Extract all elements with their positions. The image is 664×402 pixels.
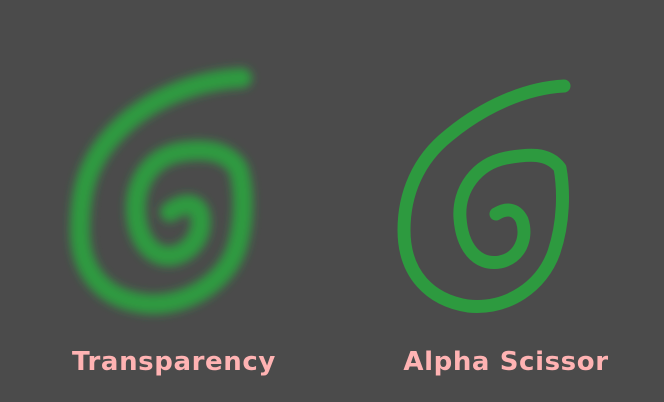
spiral-path (397, 79, 571, 313)
alpha-scissor-label: Alpha Scissor (403, 347, 609, 377)
spiral-icon (397, 79, 571, 313)
spiral-path (70, 68, 253, 315)
transparency-label: Transparency (72, 347, 276, 377)
alpha-scissor-panel: Alpha Scissor (332, 0, 664, 402)
transparency-panel: Transparency (70, 68, 275, 377)
spiral-icon (70, 68, 253, 315)
